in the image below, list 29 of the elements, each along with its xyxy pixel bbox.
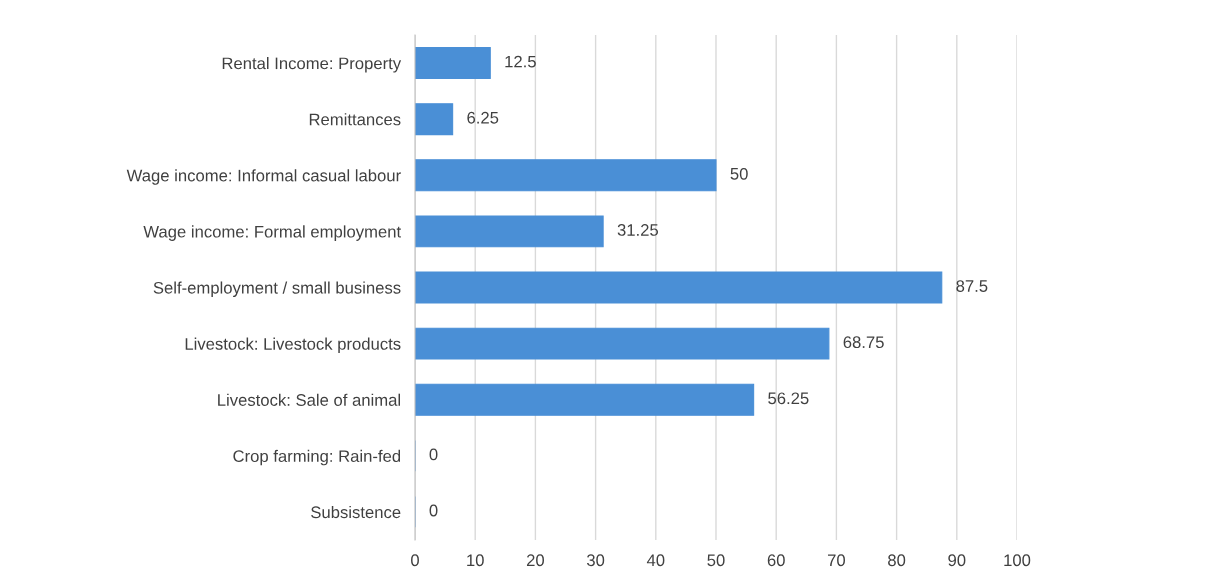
x-tick-label: 40 bbox=[646, 554, 665, 567]
data-label: 0 bbox=[429, 448, 438, 461]
data-label: 0 bbox=[429, 504, 438, 517]
x-tick-label: 20 bbox=[526, 554, 545, 567]
x-tick-label: 100 bbox=[1004, 554, 1031, 567]
y-tick-label: Livestock: Livestock products bbox=[185, 337, 401, 354]
x-tick-label: 80 bbox=[888, 554, 906, 567]
y-tick-label: Subsistence bbox=[311, 505, 401, 519]
data-label: 50 bbox=[730, 167, 748, 180]
data-label: 87.5 bbox=[956, 280, 988, 292]
data-label: 31.25 bbox=[617, 224, 659, 236]
data-label: 68.75 bbox=[843, 336, 884, 349]
y-tick-label: Wage income: Formal employment bbox=[143, 225, 402, 241]
y-tick-label: Crop farming: Rain-fed bbox=[233, 449, 401, 466]
x-tick-label: 10 bbox=[467, 554, 484, 567]
x-tick-label: 0 bbox=[411, 554, 419, 567]
y-tick-label: Rental Income: Property bbox=[222, 57, 402, 73]
y-tick-label: Livestock: Sale of animal bbox=[218, 393, 401, 406]
y-tick-label: Self-employment / small business bbox=[153, 281, 401, 297]
data-label: 6.25 bbox=[467, 111, 499, 124]
y-tick-label: Wage income: Informal casual labour bbox=[126, 169, 401, 185]
data-label: 56.25 bbox=[768, 392, 809, 405]
data-label: 12.5 bbox=[505, 55, 536, 68]
y-tick-label: Remittances bbox=[309, 113, 401, 126]
x-tick-label: 70 bbox=[827, 554, 846, 567]
x-tick-label: 30 bbox=[586, 554, 605, 567]
x-tick-label: 90 bbox=[948, 554, 966, 567]
x-tick-label: 50 bbox=[707, 554, 725, 567]
x-tick-label: 60 bbox=[767, 554, 785, 567]
